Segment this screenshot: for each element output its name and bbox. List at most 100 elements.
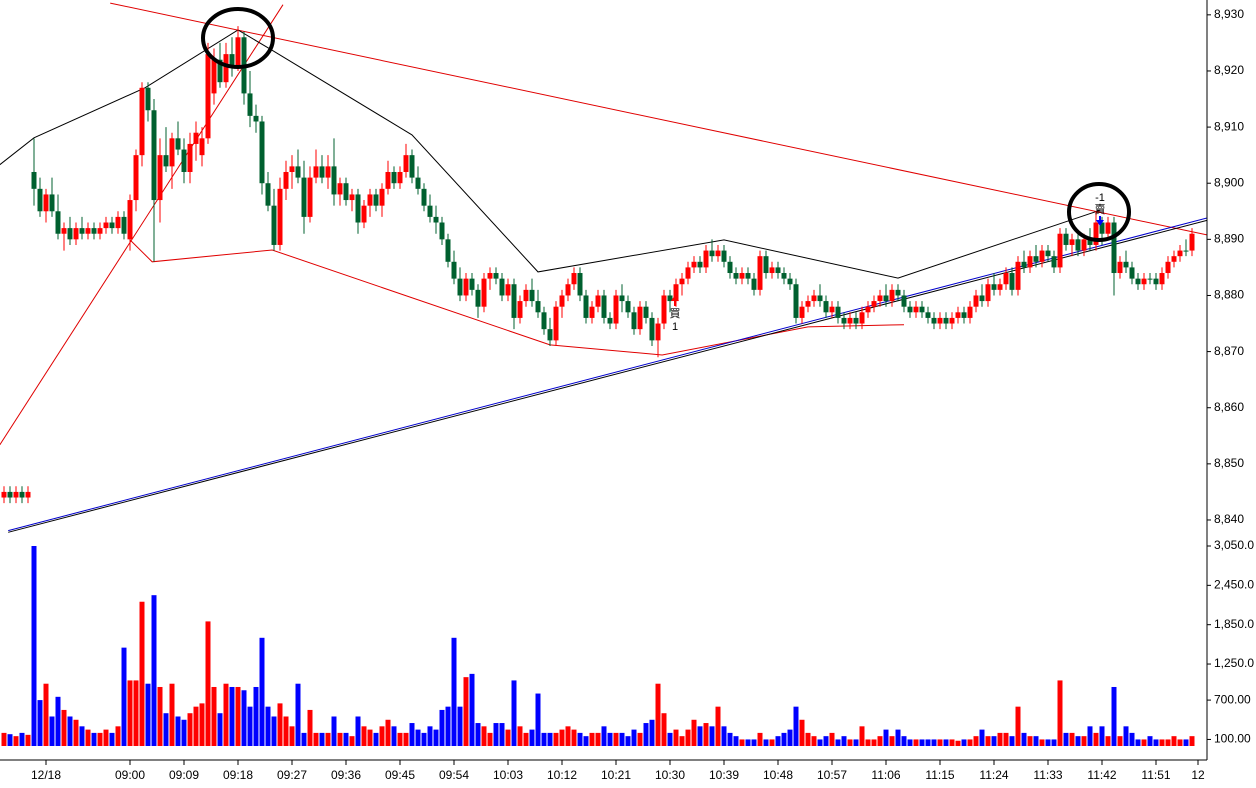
volume-bar	[853, 739, 859, 746]
volume-bar	[391, 726, 397, 746]
volume-bar	[793, 706, 799, 746]
candle-body	[973, 295, 979, 307]
candle-body	[319, 166, 325, 178]
volume-bar	[991, 736, 997, 746]
sell-signal: -1 賣	[1095, 192, 1106, 226]
volume-bar	[355, 716, 361, 746]
volume-bar	[43, 683, 49, 746]
volume-bar	[127, 680, 133, 746]
candle-body	[1027, 256, 1033, 268]
volume-bar	[1105, 736, 1111, 746]
volume-bar	[181, 719, 187, 746]
volume-tick-label: 1,250.0	[1214, 656, 1254, 670]
candle-body	[355, 194, 361, 223]
volume-bar	[529, 729, 535, 746]
volume-bar	[1045, 739, 1051, 746]
x-tick-label: 11:15	[925, 768, 954, 782]
volume-bar	[325, 732, 331, 746]
x-tick-label: 10:57	[817, 768, 847, 782]
candle-body	[943, 317, 949, 324]
candle-body	[1081, 239, 1087, 251]
y-tick-label: 8,850	[1214, 456, 1244, 470]
candle-body	[475, 289, 481, 307]
y-tick-label: 8,930	[1214, 7, 1244, 21]
volume-bar	[259, 637, 265, 746]
volume-bar	[265, 706, 271, 746]
candle-body	[1003, 273, 1009, 285]
volume-bar	[589, 732, 595, 746]
volume-bar	[565, 726, 571, 746]
volume-bar	[235, 686, 241, 746]
candle-body	[1165, 261, 1171, 274]
volume-bar	[1, 732, 7, 746]
volume-bar	[241, 690, 247, 746]
volume-bar	[673, 729, 679, 746]
x-tick-label: 09:27	[277, 768, 307, 782]
candle-body	[775, 267, 781, 274]
candle-body	[1069, 239, 1075, 245]
x-tick-label: 10:21	[601, 768, 631, 782]
volume-bar	[553, 732, 559, 746]
candle-body	[325, 166, 331, 178]
volume-bar	[205, 621, 211, 746]
plot	[1, 26, 1195, 746]
volume-bar	[199, 703, 205, 746]
candle-body	[187, 143, 193, 172]
volume-bar	[403, 732, 409, 746]
candle-body	[991, 284, 997, 290]
candle-body	[811, 295, 817, 302]
volume-bar	[1093, 732, 1099, 746]
volume-bar	[373, 732, 379, 746]
volume-bar	[985, 736, 991, 746]
volume-bar	[949, 739, 955, 746]
volume-bar	[343, 732, 349, 746]
candle-body	[523, 289, 529, 302]
y-tick-label: 8,860	[1214, 400, 1244, 414]
candle-body	[307, 177, 313, 217]
volume-bar	[1081, 736, 1087, 746]
candle-body	[757, 256, 763, 290]
volume-bar	[1057, 680, 1063, 746]
volume-bar	[559, 729, 565, 746]
volume-bar	[55, 696, 61, 746]
signal-qty: 1	[672, 321, 678, 333]
candle-body	[697, 261, 703, 268]
candle-body	[79, 228, 85, 234]
signal-label: 買	[670, 307, 681, 320]
volume-bar	[931, 739, 937, 746]
candle-body	[145, 87, 151, 111]
volume-bar	[769, 739, 775, 746]
volume-bar	[829, 732, 835, 746]
volume-bar	[781, 732, 787, 746]
volume-bar	[1189, 736, 1195, 746]
volume-bar	[19, 732, 25, 746]
volume-bar	[943, 739, 949, 746]
volume-bar	[775, 736, 781, 746]
buy-signal: 買 1	[670, 295, 681, 333]
volume-bar	[919, 739, 925, 746]
volume-bar	[541, 732, 547, 746]
volume-bar	[967, 739, 973, 746]
volume-bar	[625, 736, 631, 746]
y-tick-label: 8,920	[1214, 63, 1244, 77]
volume-bar	[277, 703, 283, 746]
candle-body	[493, 273, 499, 279]
buy-arrow	[671, 295, 679, 301]
candle-body	[715, 250, 721, 257]
volume-bar	[451, 637, 457, 746]
candle-body	[433, 216, 439, 223]
volume-bar	[745, 739, 751, 746]
volume-bar	[487, 732, 493, 746]
trendline	[8, 219, 1207, 533]
candle-body	[265, 183, 271, 206]
volume-bar	[1177, 739, 1183, 746]
volume-bar	[859, 726, 865, 746]
candle-body	[373, 194, 379, 206]
candle-body	[481, 278, 487, 307]
candle-body	[7, 491, 13, 498]
volume-bar	[607, 732, 613, 746]
candle-body	[835, 306, 841, 318]
candle-body	[685, 267, 691, 279]
volume-tick-label: 3,050.0	[1214, 538, 1254, 552]
volume-bar	[1069, 732, 1075, 746]
